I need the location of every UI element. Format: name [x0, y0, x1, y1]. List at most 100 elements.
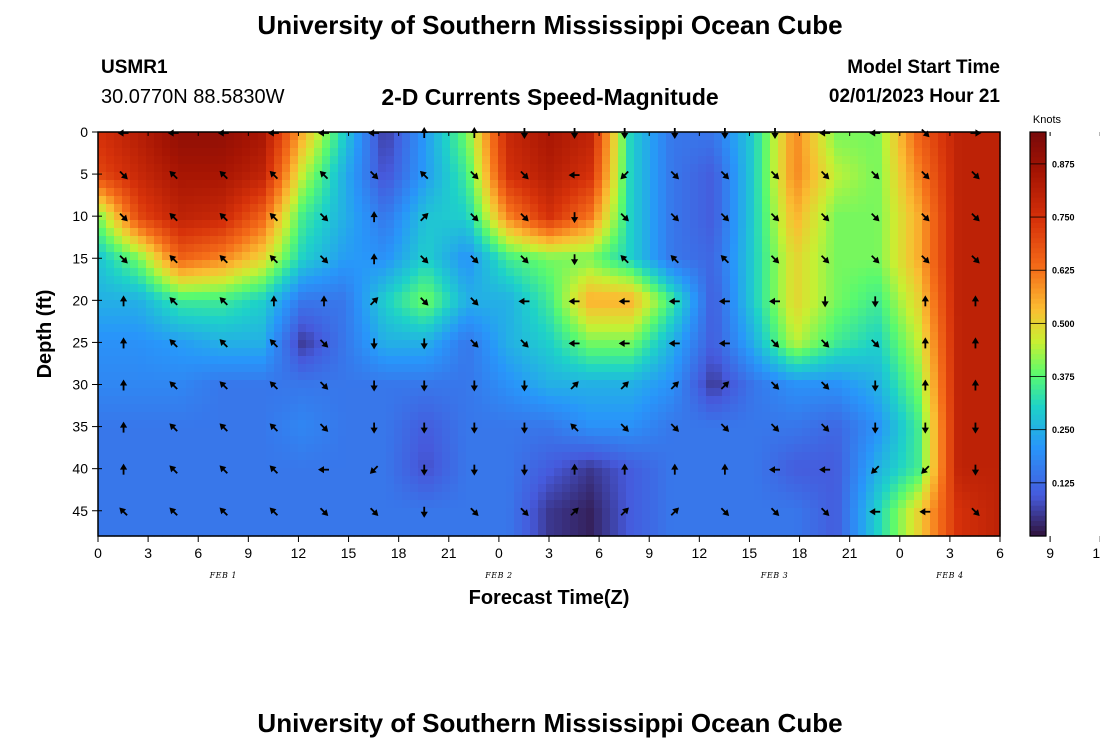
heatmap-cell	[114, 428, 123, 437]
heatmap-cell	[834, 348, 843, 357]
heatmap-cell	[362, 252, 371, 261]
heatmap-cell	[578, 148, 587, 157]
heatmap-cell	[410, 284, 419, 293]
heatmap-cell	[594, 348, 603, 357]
heatmap-cell	[194, 428, 203, 437]
heatmap-cell	[210, 148, 219, 157]
heatmap-cell	[586, 220, 595, 229]
heatmap-cell	[906, 428, 915, 437]
heatmap-cell	[842, 444, 851, 453]
heatmap-cell	[386, 220, 395, 229]
heatmap-cell	[546, 380, 555, 389]
heatmap-cell	[138, 244, 147, 253]
heatmap-cell	[714, 444, 723, 453]
heatmap-cell	[410, 260, 419, 269]
heatmap-cell	[610, 396, 619, 405]
heatmap-cell	[386, 372, 395, 381]
heatmap-cell	[370, 356, 379, 365]
heatmap-cell	[722, 196, 731, 205]
heatmap-cell	[298, 284, 307, 293]
heatmap-cell	[346, 268, 355, 277]
heatmap-cell	[586, 284, 595, 293]
heatmap-cell	[882, 196, 891, 205]
heatmap-cell	[98, 268, 107, 277]
heatmap-cell	[514, 292, 523, 301]
heatmap-cell	[146, 444, 155, 453]
heatmap-cell	[610, 460, 619, 469]
heatmap-cell	[610, 236, 619, 245]
heatmap-cell	[210, 476, 219, 485]
heatmap-cell	[850, 156, 859, 165]
heatmap-cell	[698, 436, 707, 445]
heatmap-cell	[602, 300, 611, 309]
heatmap-cell	[434, 196, 443, 205]
heatmap-cell	[994, 252, 1001, 261]
heatmap-cell	[370, 332, 379, 341]
heatmap-cell	[586, 396, 595, 405]
heatmap-cell	[770, 316, 779, 325]
heatmap-cell	[442, 468, 451, 477]
heatmap-cell	[826, 332, 835, 341]
heatmap-cell	[690, 292, 699, 301]
heatmap-cell	[610, 468, 619, 477]
heatmap-cell	[850, 468, 859, 477]
heatmap-cell	[442, 316, 451, 325]
heatmap-cell	[146, 348, 155, 357]
heatmap-cell	[234, 460, 243, 469]
heatmap-cell	[106, 252, 115, 261]
heatmap-cell	[994, 412, 1001, 421]
heatmap-cell	[170, 444, 179, 453]
heatmap-cell	[938, 364, 947, 373]
heatmap-cell	[922, 180, 931, 189]
heatmap-cell	[714, 476, 723, 485]
heatmap-cell	[306, 164, 315, 173]
heatmap-cell	[546, 276, 555, 285]
heatmap-cell	[498, 268, 507, 277]
heatmap-cell	[658, 300, 667, 309]
heatmap-cell	[882, 324, 891, 333]
heatmap-cell	[202, 460, 211, 469]
heatmap-cell	[970, 420, 979, 429]
heatmap-cell	[474, 148, 483, 157]
heatmap-cell	[818, 396, 827, 405]
heatmap-cell	[922, 452, 931, 461]
heatmap-cell	[146, 156, 155, 165]
heatmap-cell	[226, 356, 235, 365]
heatmap-cell	[778, 380, 787, 389]
heatmap-cell	[602, 276, 611, 285]
heatmap-cell	[138, 332, 147, 341]
heatmap-cell	[634, 140, 643, 149]
heatmap-cell	[778, 140, 787, 149]
heatmap-cell	[842, 324, 851, 333]
heatmap-cell	[754, 140, 763, 149]
heatmap-cell	[554, 476, 563, 485]
heatmap-cell	[554, 452, 563, 461]
heatmap-cell	[354, 444, 363, 453]
heatmap-cell	[978, 396, 987, 405]
heatmap-cell	[946, 228, 955, 237]
heatmap-cell	[730, 404, 739, 413]
heatmap-cell	[178, 180, 187, 189]
heatmap-cell	[370, 300, 379, 309]
heatmap-cell	[114, 316, 123, 325]
heatmap-cell	[538, 364, 547, 373]
heatmap-cell	[290, 300, 299, 309]
heatmap-cell	[618, 396, 627, 405]
heatmap-cell	[154, 252, 163, 261]
heatmap-cell	[546, 300, 555, 309]
heatmap-cell	[930, 132, 939, 141]
heatmap-cell	[610, 228, 619, 237]
heatmap-cell	[490, 132, 499, 141]
heatmap-cell	[538, 476, 547, 485]
heatmap-cell	[194, 452, 203, 461]
heatmap-cell	[538, 444, 547, 453]
heatmap-cell	[202, 228, 211, 237]
heatmap-cell	[314, 228, 323, 237]
heatmap-cell	[330, 260, 339, 269]
heatmap-cell	[690, 388, 699, 397]
heatmap-cell	[866, 308, 875, 317]
heatmap-cell	[794, 372, 803, 381]
heatmap-cell	[450, 476, 459, 485]
heatmap-cell	[626, 140, 635, 149]
heatmap-cell	[106, 412, 115, 421]
